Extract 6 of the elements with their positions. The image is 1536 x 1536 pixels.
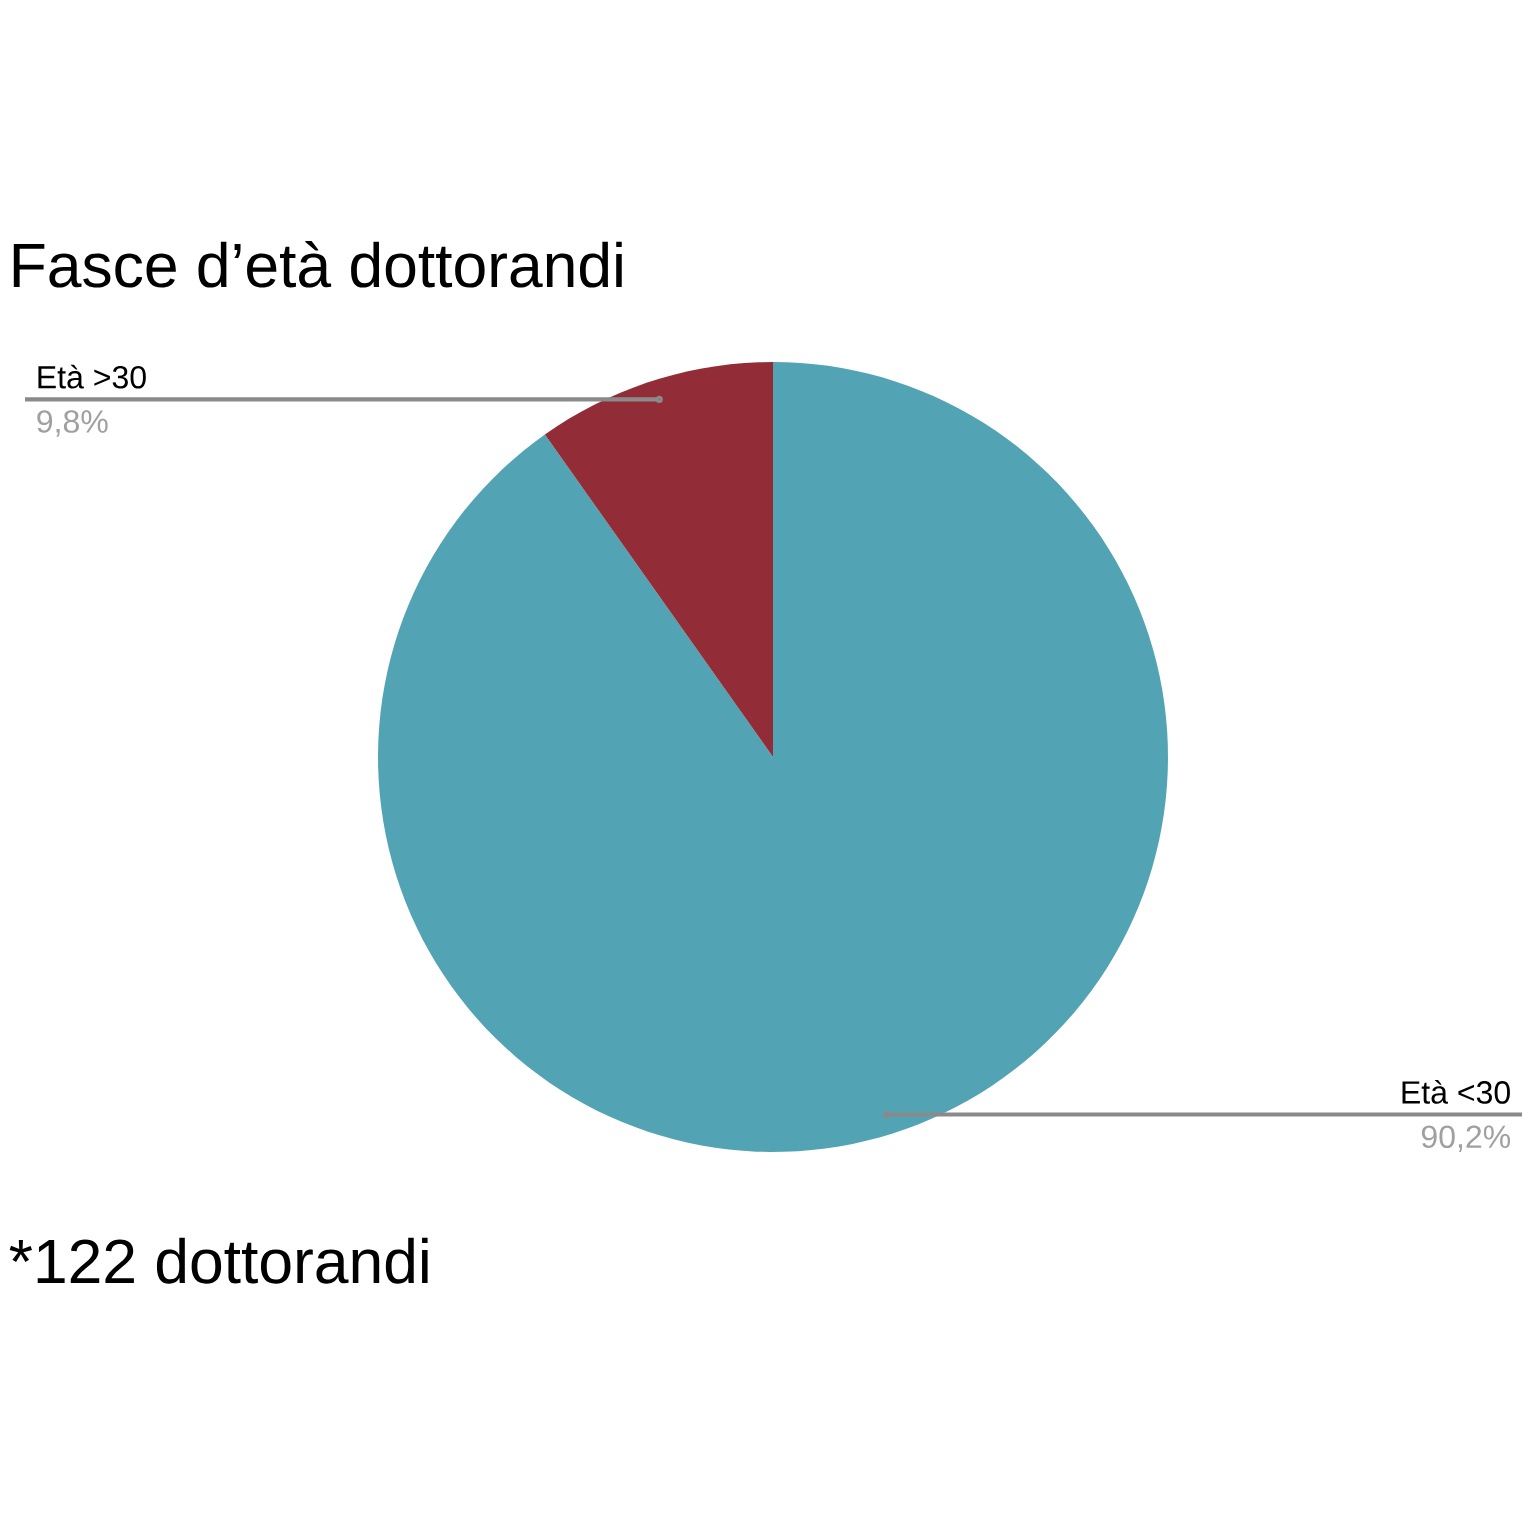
text: *122 dottorandi: [9, 1237, 428, 1284]
slice-label: Età <30: [1402, 1079, 1510, 1104]
data-label: 9,8%: [37, 410, 108, 437]
data-label: 90,2%: [1421, 1125, 1511, 1152]
slice-label: Età >30: [38, 364, 146, 389]
chart-title: Fasce d’età dottorandi: [13, 241, 622, 288]
